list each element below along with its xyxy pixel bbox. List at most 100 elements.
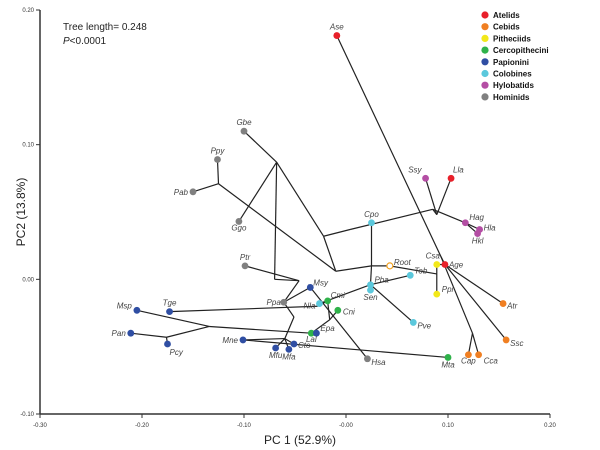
tree-branch bbox=[169, 305, 318, 313]
root-label: Root bbox=[394, 258, 412, 267]
point-label-gbe: Gbe bbox=[236, 118, 252, 127]
tree-length-annotation: Tree length= 0.248 bbox=[63, 22, 147, 33]
point-label-atr: Atr bbox=[506, 302, 518, 311]
point-ptr bbox=[241, 262, 249, 270]
point-nla bbox=[316, 300, 323, 307]
tree-branch bbox=[274, 278, 300, 282]
point-mne bbox=[239, 336, 247, 344]
legend-label-colobines: Colobines bbox=[493, 70, 532, 79]
tree-branch bbox=[444, 264, 507, 341]
tree-branch bbox=[242, 339, 449, 359]
point-tge bbox=[166, 308, 173, 316]
point-pba bbox=[367, 281, 374, 289]
point-label-ggo: Ggo bbox=[231, 223, 247, 232]
tree-branch bbox=[335, 265, 372, 272]
point-csa bbox=[433, 261, 441, 268]
point-label-sen: Sen bbox=[363, 293, 378, 302]
point-label-nla: Nla bbox=[303, 302, 316, 311]
point-label-csa: Csa bbox=[426, 252, 441, 261]
point-label-mfa: Mfa bbox=[282, 352, 296, 361]
x-tick-label: -0.20 bbox=[135, 423, 149, 429]
legend-marker-colobines bbox=[481, 69, 489, 78]
point-label-mne: Mne bbox=[222, 336, 238, 345]
legend-label-cebids: Cebids bbox=[493, 23, 520, 32]
x-axis-title: PC 1 (52.9%) bbox=[264, 433, 336, 447]
point-ppi bbox=[433, 290, 441, 298]
legend-label-pitheciids: Pitheciids bbox=[493, 34, 531, 43]
point-label-tob: Tob bbox=[414, 266, 428, 275]
tree-branch bbox=[244, 265, 300, 282]
point-labels: Ase Lla Age Atr Ssc Cap Cca Csa Ppi Mta Cni Cmi Lal M… bbox=[112, 23, 524, 370]
point-lla bbox=[447, 174, 455, 182]
point-label-pba: Pba bbox=[374, 276, 389, 285]
point-pcy bbox=[164, 340, 171, 348]
y-axis-title: PC2 (13.8%) bbox=[14, 178, 28, 247]
legend-marker-cercopithecini bbox=[481, 46, 489, 54]
point-label-mta: Mta bbox=[441, 360, 455, 369]
tree-branch bbox=[209, 325, 312, 334]
point-label-pab: Pab bbox=[174, 188, 189, 197]
x-tick-label: 0.10 bbox=[442, 423, 454, 429]
axes: -0.30 -0.20 -0.10 -0.00 0.10 0.20 -0.10 0.00 0.1… bbox=[20, 8, 556, 429]
tree-branch bbox=[283, 286, 311, 303]
point-label-msp: Msp bbox=[117, 301, 133, 310]
x-tick-label: -0.30 bbox=[33, 423, 47, 429]
p-value-text: <0.0001 bbox=[70, 36, 107, 47]
point-label-hag: Hag bbox=[469, 213, 484, 222]
data-points bbox=[127, 32, 510, 363]
point-label-cca: Cca bbox=[484, 357, 499, 366]
point-label-epa: Epa bbox=[320, 324, 335, 333]
tree-branch bbox=[370, 284, 414, 323]
point-msy bbox=[306, 284, 314, 291]
tree-branch bbox=[166, 325, 210, 338]
point-ppa bbox=[280, 298, 288, 306]
point-pan bbox=[127, 329, 135, 337]
point-gbe bbox=[240, 127, 248, 135]
tree-branch bbox=[440, 256, 474, 334]
tree-branch bbox=[216, 159, 220, 184]
point-hsa bbox=[364, 355, 371, 363]
y-tick-label: 0.10 bbox=[22, 143, 34, 149]
legend-label-papionini: Papionini bbox=[493, 58, 529, 67]
point-label-hsa: Hsa bbox=[371, 358, 386, 367]
point-mfa bbox=[285, 345, 293, 353]
tree-branch bbox=[424, 178, 438, 215]
point-label-ppa: Ppa bbox=[267, 298, 282, 307]
point-hkl bbox=[474, 230, 481, 237]
tree-branch bbox=[432, 208, 466, 224]
point-label-cap: Cap bbox=[461, 357, 476, 366]
point-label-ppi: Ppi bbox=[442, 285, 454, 294]
point-atr bbox=[499, 300, 507, 307]
point-cap bbox=[465, 351, 472, 359]
point-ssy bbox=[422, 174, 429, 182]
point-cpo bbox=[368, 219, 375, 227]
point-label-pan: Pan bbox=[112, 329, 127, 338]
legend-marker-cebids bbox=[481, 23, 489, 31]
point-age bbox=[441, 261, 449, 268]
point-label-ssc: Ssc bbox=[510, 339, 523, 348]
tree-branch bbox=[389, 265, 437, 275]
x-tick-label: 0.20 bbox=[544, 423, 556, 429]
tree-branch bbox=[274, 162, 278, 280]
tree-branch bbox=[276, 161, 325, 237]
point-label-age: Age bbox=[448, 261, 464, 270]
point-ggo bbox=[235, 218, 243, 225]
point-label-cto: Cto bbox=[298, 341, 311, 350]
point-label-cpo: Cpo bbox=[364, 210, 379, 219]
point-label-ssy: Ssy bbox=[408, 165, 422, 174]
point-label-hkl: Hkl bbox=[472, 237, 484, 246]
point-pab bbox=[189, 188, 197, 196]
legend-marker-atelids bbox=[481, 11, 489, 19]
point-label-mfu: Mfu bbox=[269, 351, 283, 360]
tree-branch bbox=[192, 183, 219, 193]
point-cmi bbox=[324, 297, 332, 305]
tree-branch bbox=[130, 332, 167, 338]
y-tick-label: -0.10 bbox=[20, 412, 34, 418]
legend-marker-papionini bbox=[481, 58, 489, 66]
point-tob bbox=[406, 271, 414, 279]
tree-branch bbox=[136, 309, 210, 328]
tree-branch bbox=[467, 333, 474, 355]
point-label-pve: Pve bbox=[417, 321, 431, 330]
point-label-lal: Lal bbox=[306, 335, 317, 344]
p-value-prefix: P bbox=[63, 36, 70, 47]
